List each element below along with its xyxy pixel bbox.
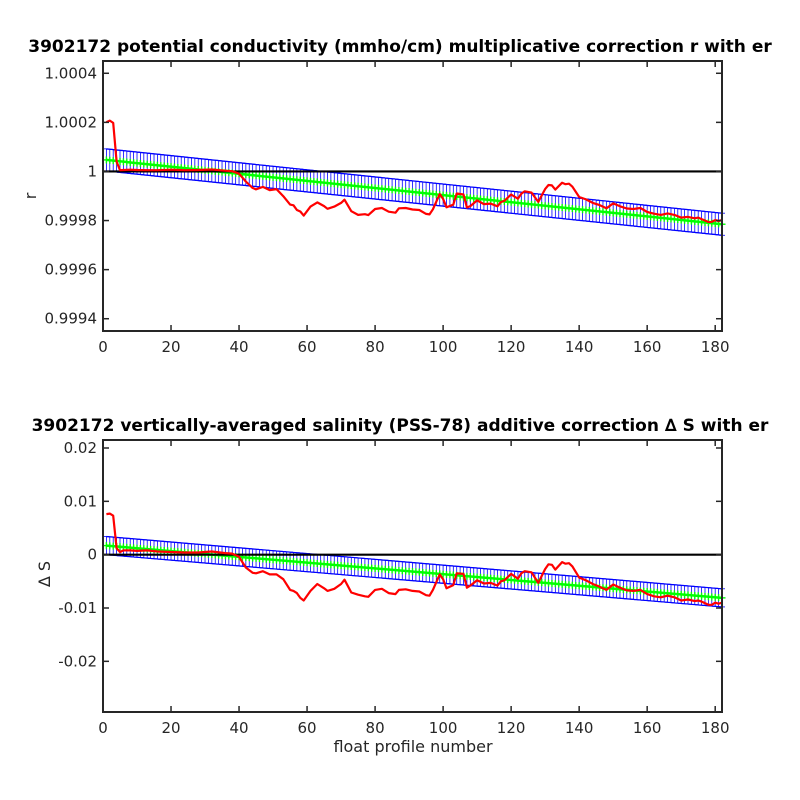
x-tick-label: 120 [497,338,526,356]
conductivity-correction-panel: 3902172 potential conductivity (mmho/cm)… [21,37,772,356]
x-tick-label: 140 [565,719,594,737]
x-tick-label: 80 [366,338,385,356]
x-tick-label: 160 [633,338,662,356]
y-tick-label: 0.9998 [45,212,98,230]
x-tick-label: 160 [633,719,662,737]
x-tick-label: 0 [98,338,108,356]
x-tick-label: 40 [229,338,248,356]
x-tick-label: 140 [565,338,594,356]
y-tick-label: 1.0002 [45,113,98,131]
x-axis-label: float profile number [333,737,493,756]
chart-title: 3902172 vertically-averaged salinity (PS… [32,416,769,436]
chart-title: 3902172 potential conductivity (mmho/cm)… [28,37,772,57]
y-tick-label: 0 [87,546,97,564]
x-tick-label: 40 [229,719,248,737]
x-tick-label: 100 [429,338,458,356]
x-tick-label: 80 [366,719,385,737]
y-tick-label: 0.9996 [45,261,98,279]
y-tick-label: 1.0004 [45,64,98,82]
y-tick-label: 0.01 [64,492,97,510]
x-tick-label: 20 [161,338,180,356]
raw-correction-line [105,119,723,224]
salinity-correction-panel: 3902172 vertically-averaged salinity (PS… [32,416,769,756]
x-tick-label: 20 [161,719,180,737]
x-tick-label: 60 [298,338,317,356]
plot-area [102,119,726,236]
x-tick-label: 120 [497,719,526,737]
x-tick-label: 180 [701,338,730,356]
error-upper-line [106,535,723,590]
y-axis-label: ∆ S [35,561,54,588]
x-tick-label: 180 [701,719,730,737]
y-tick-label: 1 [87,162,97,180]
y-tick-label: 0.9994 [45,310,98,328]
error-lower-line [106,554,723,608]
x-tick-label: 100 [429,719,458,737]
y-tick-label: -0.02 [58,652,97,670]
x-tick-label: 0 [98,719,108,737]
axes-frame [102,439,723,713]
x-tick-label: 60 [298,719,317,737]
axes-frame [102,60,723,332]
error-lower-line [106,170,723,236]
error-upper-line [106,148,723,214]
y-axis-label: r [21,192,40,199]
plot-area [102,512,726,608]
y-tick-label: 0.02 [64,439,97,457]
y-tick-label: -0.01 [58,599,97,617]
raw-correction-line [106,512,723,606]
